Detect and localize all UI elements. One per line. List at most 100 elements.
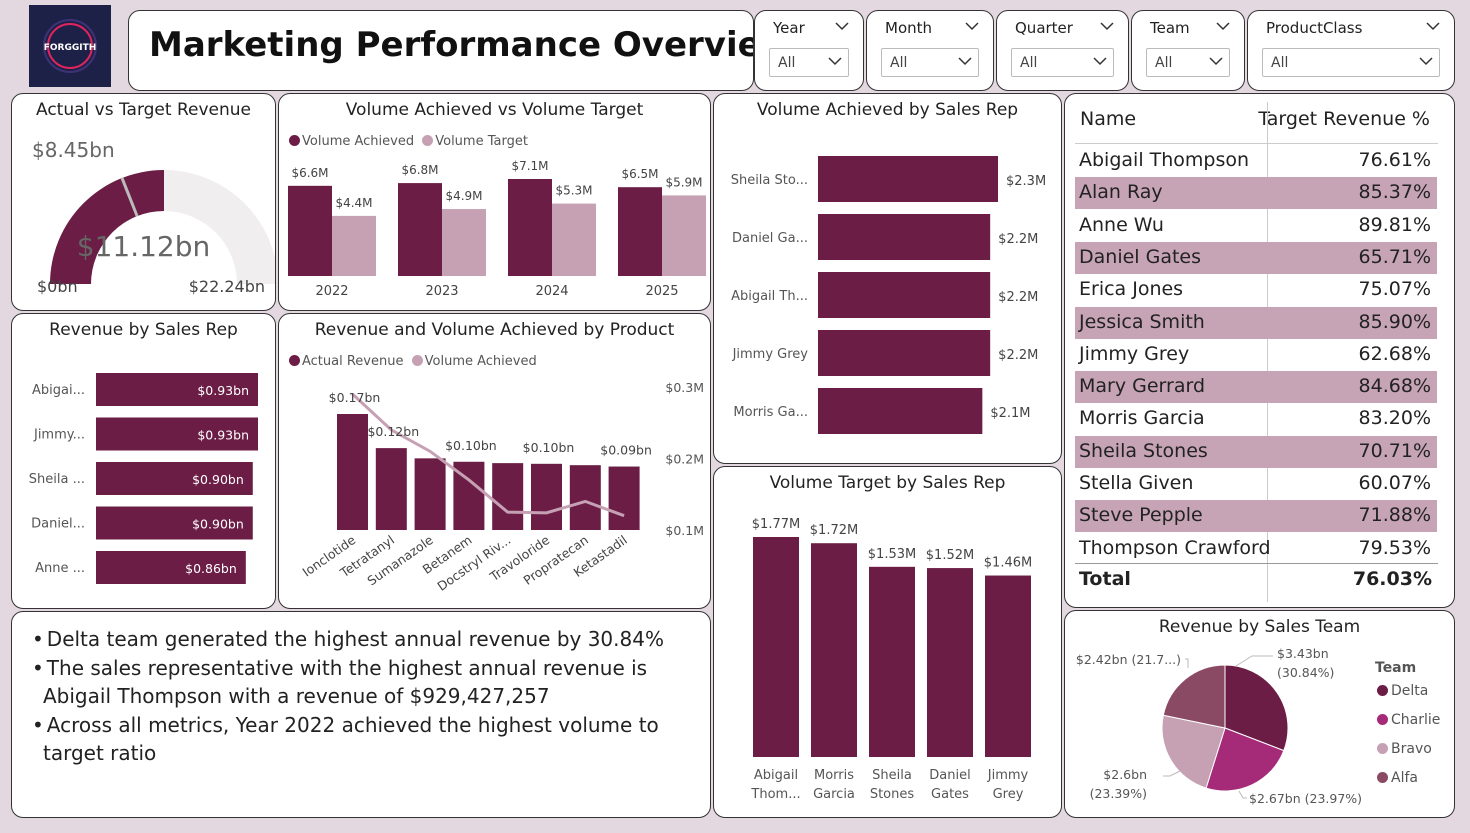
table-cell-name: Alan Ray <box>1079 181 1163 204</box>
y-tick-label: Jimmy Grey <box>732 347 809 362</box>
bar <box>552 203 596 276</box>
vol-target-rep-card: Volume Target by Sales Rep $1.77M Abigail… <box>713 466 1062 818</box>
bar <box>818 214 991 260</box>
table-row[interactable]: Jimmy Grey 62.68% <box>1075 339 1437 371</box>
y-tick-label: Sheila Sto... <box>731 173 808 188</box>
bar <box>662 195 706 276</box>
legend-label: Charlie <box>1391 712 1441 728</box>
data-label: $0.10bn <box>523 440 575 455</box>
rev-vol-product-card: Revenue and Volume Achieved by Product A… <box>278 313 711 609</box>
slicer-dropdown[interactable]: All <box>1146 48 1230 77</box>
legend-label: Volume Achieved <box>424 354 537 369</box>
volume-by-year-card: Volume Achieved vs Volume Target Volume … <box>278 93 711 311</box>
vol-target-rep-title: Volume Target by Sales Rep <box>769 473 1006 493</box>
table-row[interactable]: Anne Wu 89.81% <box>1075 210 1437 242</box>
x-tick-label: Gates <box>931 787 969 802</box>
bar <box>753 537 799 757</box>
table-row[interactable]: Mary Gerrard 84.68% <box>1075 371 1437 404</box>
table-cell-value: 65.71% <box>1358 245 1431 268</box>
bar <box>818 156 998 202</box>
table-cell-value: 85.37% <box>1358 181 1431 204</box>
table-cell-value: 60.07% <box>1358 472 1431 494</box>
target-revenue-table: Name Target Revenue % Abigail Thompson 76… <box>1064 93 1455 608</box>
slicer-team[interactable]: Team All <box>1131 10 1245 91</box>
table-row[interactable]: Erica Jones 75.07% <box>1075 274 1437 306</box>
chevron-down-icon[interactable] <box>1100 21 1114 31</box>
chevron-down-icon[interactable] <box>1426 21 1440 31</box>
table-row[interactable]: Thompson Crawford 79.53% <box>1075 533 1437 565</box>
table-row[interactable]: Steve Pepple 71.88% <box>1075 500 1437 533</box>
gauge-target-label: $8.45bn <box>32 138 115 162</box>
data-label: $0.93bn <box>197 428 249 443</box>
chevron-down-icon <box>1209 57 1223 66</box>
y-tick-label: Daniel... <box>31 517 85 532</box>
data-label: $7.1M <box>511 159 548 173</box>
x-tick-label: Thom... <box>750 787 800 802</box>
insight-item: The sales representative with the highes… <box>32 654 690 711</box>
data-label: $0.93bn <box>197 383 249 398</box>
table-column-divider <box>1267 102 1268 602</box>
legend-label: Delta <box>1391 683 1429 699</box>
slicer-year[interactable]: Year All <box>754 10 864 91</box>
legend-label: Actual Revenue <box>302 354 404 369</box>
data-label: $1.77M <box>752 517 800 532</box>
data-label: $2.3M <box>1006 174 1046 189</box>
slicer-quarter[interactable]: Quarter All <box>996 10 1129 91</box>
logo: FORGGITH <box>29 5 111 87</box>
slicer-dropdown[interactable]: All <box>769 48 849 77</box>
slicer-label: Team <box>1150 19 1190 37</box>
volume-by-year-legend: Volume Achieved Volume Target <box>289 134 528 149</box>
table-cell-name: Stella Given <box>1079 472 1194 494</box>
chevron-down-icon[interactable] <box>965 21 979 31</box>
gauge-fill <box>50 170 164 284</box>
slicer-dropdown[interactable]: All <box>1011 48 1114 77</box>
logo-text: FORGGITH <box>44 43 97 53</box>
table-row[interactable]: Daniel Gates 65.71% <box>1075 241 1437 274</box>
table-row[interactable]: Morris Garcia 83.20% <box>1075 403 1437 435</box>
data-label: $0.17bn <box>329 390 381 405</box>
table-cell-name: Anne Wu <box>1079 213 1164 236</box>
bar <box>414 458 446 530</box>
table-total-divider <box>1075 563 1438 564</box>
x-tick-label: Jimmy <box>987 768 1029 783</box>
bar <box>818 330 991 376</box>
revenue-by-rep-chart: $0.93bn Abigai... $0.93bn Jimmy... $0.90bn Sh… <box>29 373 258 584</box>
pie-legend-item[interactable]: Bravo <box>1377 741 1432 757</box>
slicer-dropdown[interactable]: All <box>881 48 979 77</box>
table-cell-value: 70.71% <box>1358 439 1431 462</box>
table-cell-name: Morris Garcia <box>1079 407 1205 430</box>
pie-legend-item[interactable]: Alfa <box>1377 770 1418 786</box>
table-cell-name: Thompson Crawford <box>1079 536 1271 559</box>
y-tick-label: Sheila ... <box>29 472 85 487</box>
bar <box>818 388 983 434</box>
slicer-month[interactable]: Month All <box>866 10 994 91</box>
slicer-dropdown[interactable]: All <box>1262 48 1440 77</box>
table-row[interactable]: Stella Given 60.07% <box>1075 468 1437 500</box>
legend-label: Volume Target <box>435 134 528 149</box>
x-tick-label: Grey <box>993 787 1024 802</box>
table-header-divider <box>1075 143 1438 144</box>
table-row[interactable]: Jessica Smith 85.90% <box>1075 306 1437 339</box>
data-label: $2.2M <box>998 232 1038 247</box>
table-row[interactable]: Sheila Stones 70.71% <box>1075 435 1437 468</box>
chevron-down-icon[interactable] <box>1216 21 1230 31</box>
chevron-down-icon[interactable] <box>835 21 849 31</box>
vol-target-rep-chart: $1.77M Abigail Thom... $1.72M Morris Garcia $1… <box>750 517 1032 802</box>
pie-legend-item[interactable]: Charlie <box>1377 712 1440 728</box>
bar <box>531 463 562 530</box>
data-label: $6.8M <box>401 163 438 177</box>
table-cell-value: 79.53% <box>1358 536 1431 559</box>
slicer-productclass[interactable]: ProductClass All <box>1247 10 1455 91</box>
title-card: Marketing Performance Overview <box>128 10 754 91</box>
table-total-label: Total <box>1079 568 1131 590</box>
x-tick-label: 2025 <box>645 284 678 299</box>
table-row[interactable]: Abigail Thompson 76.61% <box>1075 145 1437 177</box>
pie-data-label: (30.84%) <box>1277 665 1334 680</box>
data-label: $1.72M <box>810 523 858 538</box>
table-header-name: Name <box>1080 108 1137 130</box>
table-row[interactable]: Alan Ray 85.37% <box>1075 177 1437 210</box>
volume-line <box>351 393 625 518</box>
vol-achieved-rep-chart: $2.3M Sheila Sto... $2.2M Daniel Ga... $2.2M… <box>731 156 1046 434</box>
pie-legend-item[interactable]: Delta <box>1377 683 1428 699</box>
data-label: $0.90bn <box>192 472 244 487</box>
